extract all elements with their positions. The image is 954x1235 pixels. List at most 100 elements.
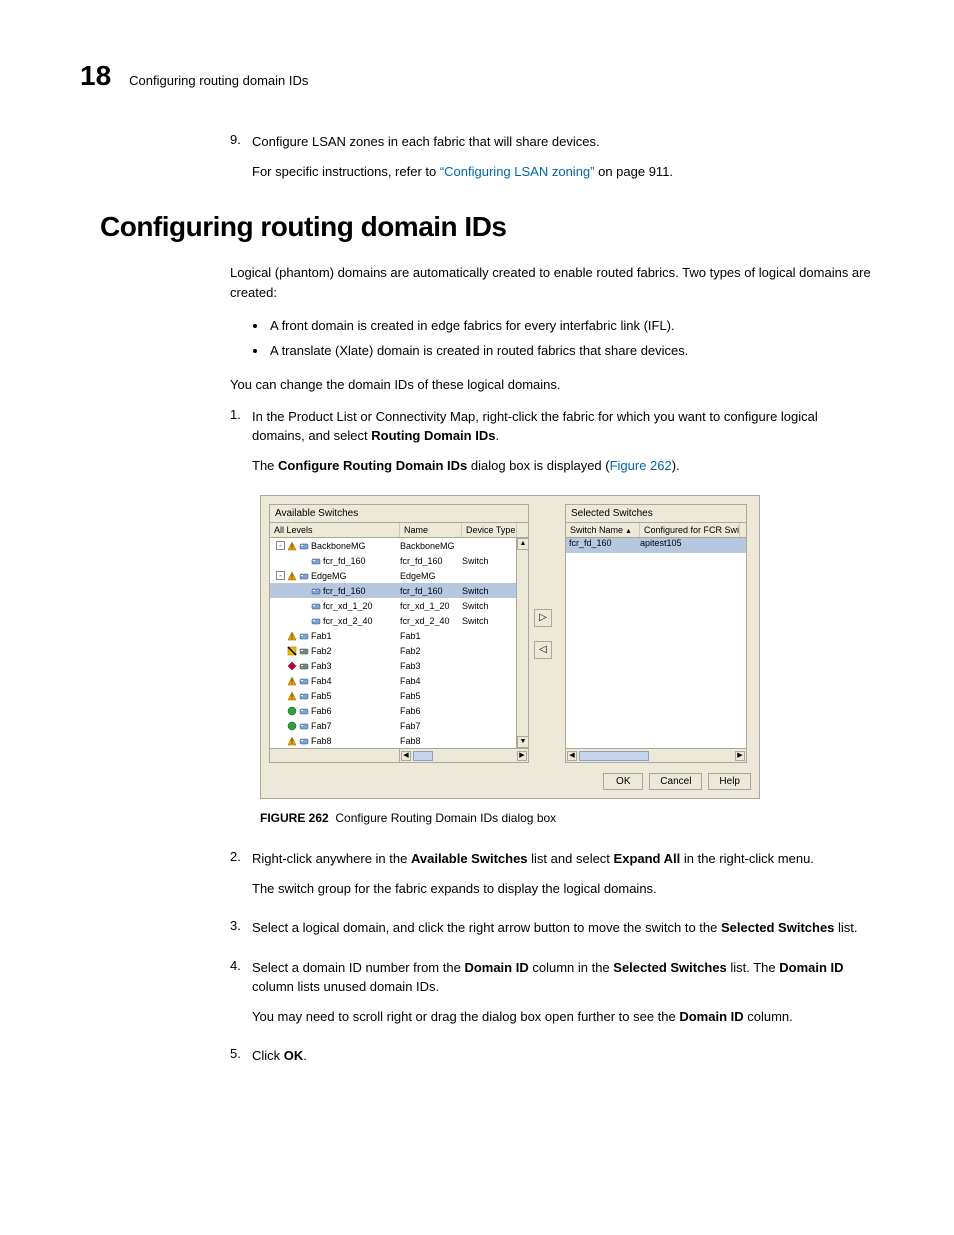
scroll-right-button[interactable]: ▶ <box>517 751 527 761</box>
step-num: 9. <box>230 132 252 152</box>
tree-row[interactable]: ! Fab1Fab1 <box>270 628 528 643</box>
help-button[interactable]: Help <box>708 773 751 790</box>
tree-label: Fab7 <box>311 721 332 731</box>
lsan-zoning-link[interactable]: “Configuring LSAN zoning” <box>440 164 595 179</box>
tree-row[interactable]: fcr_xd_2_40fcr_xd_2_40Switch <box>270 613 528 628</box>
tree-label: fcr_fd_160 <box>323 556 366 566</box>
type-cell: Switch <box>462 556 517 566</box>
move-left-button[interactable]: ◁ <box>534 641 552 659</box>
table-row[interactable]: fcr_fd_160apitest105 <box>566 538 746 553</box>
cancel-button[interactable]: Cancel <box>649 773 702 790</box>
tree-row[interactable]: ! Fab5Fab5 <box>270 688 528 703</box>
expand-toggle[interactable]: - <box>276 541 285 550</box>
name-cell: fcr_fd_160 <box>400 556 462 566</box>
name-cell: Fab2 <box>400 646 462 656</box>
col-head[interactable]: Name <box>400 523 462 537</box>
col-head[interactable]: All Levels <box>270 523 400 537</box>
dialog-buttons: OK Cancel Help <box>269 773 751 790</box>
figure-link[interactable]: Figure 262 <box>610 458 672 473</box>
svg-text:!: ! <box>291 574 293 581</box>
available-switches-pane: Available Switches All Levels Name Devic… <box>269 504 529 763</box>
expand-toggle[interactable]: - <box>276 571 285 580</box>
svg-text:!: ! <box>291 739 293 746</box>
tree-row[interactable]: -! BackboneMGBackboneMG <box>270 538 528 553</box>
text: For specific instructions, refer to <box>252 164 440 179</box>
text: list. The <box>727 960 780 975</box>
tree-body[interactable]: -! BackboneMGBackboneMG fcr_fd_160fcr_fd… <box>270 538 528 748</box>
scroll-right-button[interactable]: ▶ <box>735 751 745 761</box>
tree-label: Fab6 <box>311 706 332 716</box>
step-num: 3. <box>230 918 252 938</box>
text-bold: Selected Switches <box>613 960 726 975</box>
tree-row[interactable]: fcr_fd_160fcr_fd_160Switch <box>270 583 528 598</box>
tree-row[interactable]: fcr_fd_160fcr_fd_160Switch <box>270 553 528 568</box>
figure-caption: FIGURE 262 Configure Routing Domain IDs … <box>260 811 874 825</box>
text: Right-click anywhere in the <box>252 851 411 866</box>
text: on page 911. <box>594 164 673 179</box>
text-bold: Configure Routing Domain IDs <box>278 458 467 473</box>
col-head[interactable]: Switch Name▲ <box>566 523 640 537</box>
name-cell: Fab3 <box>400 661 462 671</box>
tree-label: BackboneMG <box>311 541 366 551</box>
vertical-scrollbar[interactable]: ▲ ▼ <box>516 538 528 748</box>
text-bold: Domain ID <box>779 960 843 975</box>
move-right-button[interactable]: ▷ <box>534 609 552 627</box>
tree-row[interactable]: -! EdgeMGEdgeMG <box>270 568 528 583</box>
scroll-left-button[interactable]: ◀ <box>401 751 411 761</box>
name-cell: Fab6 <box>400 706 462 716</box>
selected-switches-pane: Selected Switches Switch Name▲ Configure… <box>565 504 747 763</box>
scroll-left-button[interactable]: ◀ <box>567 751 577 761</box>
section-heading: Configuring routing domain IDs <box>100 211 874 243</box>
text: You may need to scroll right or drag the… <box>252 1009 679 1024</box>
horizontal-scrollbar[interactable]: ◀ ▶ <box>270 748 528 762</box>
tree-row[interactable]: Fab3 Fab3 <box>270 658 528 673</box>
svg-text:!: ! <box>291 679 293 686</box>
tree-row[interactable]: Fab2Fab2 <box>270 643 528 658</box>
tree-row[interactable]: Fab7Fab7 <box>270 718 528 733</box>
step-num: 2. <box>230 849 252 869</box>
col-head[interactable]: Configured for FCR Switch <box>640 523 740 537</box>
ok-button[interactable]: OK <box>603 773 643 790</box>
tree-row[interactable]: ! Fab8 Fab8 <box>270 733 528 748</box>
col-head[interactable]: Device Type <box>462 523 517 537</box>
name-cell: fcr_xd_1_20 <box>400 601 462 611</box>
tree-label: Fab4 <box>311 676 332 686</box>
scroll-thumb[interactable] <box>579 751 649 761</box>
selected-body[interactable]: fcr_fd_160apitest105 <box>566 538 746 748</box>
text: . <box>303 1048 307 1063</box>
name-cell: fcr_xd_2_40 <box>400 616 462 626</box>
text: column lists unused domain IDs. <box>252 979 439 994</box>
text: list and select <box>528 851 614 866</box>
scroll-up-button[interactable]: ▲ <box>517 538 528 550</box>
text: dialog box is displayed ( <box>467 458 609 473</box>
text: In the Product List or Connectivity Map,… <box>252 409 818 444</box>
text-bold: OK <box>284 1048 304 1063</box>
text: column in the <box>529 960 614 975</box>
column-headers: All Levels Name Device Type <box>270 523 528 538</box>
text-bold: Selected Switches <box>721 920 834 935</box>
pane-title: Selected Switches <box>566 505 746 523</box>
scroll-thumb[interactable] <box>413 751 433 761</box>
chevron-left-icon: ◁ <box>539 644 547 655</box>
text-bold: Routing Domain IDs <box>371 428 495 443</box>
tree-row[interactable]: Fab6 Fab6 <box>270 703 528 718</box>
tree-label: Fab3 <box>311 661 332 671</box>
pane-title: Available Switches <box>270 505 528 523</box>
paragraph: Logical (phantom) domains are automatica… <box>230 263 874 302</box>
tree-row[interactable]: fcr_xd_1_20fcr_xd_1_20Switch <box>270 598 528 613</box>
step-text: Right-click anywhere in the Available Sw… <box>252 849 874 869</box>
name-cell: Fab8 <box>400 736 462 746</box>
step-text: Select a logical domain, and click the r… <box>252 918 874 938</box>
horizontal-scrollbar[interactable]: ◀ ▶ <box>566 748 746 762</box>
tree-label: Fab8 <box>311 736 332 746</box>
step-num: 1. <box>230 407 252 446</box>
name-cell: EdgeMG <box>400 571 462 581</box>
column-headers: Switch Name▲ Configured for FCR Switch <box>566 523 746 538</box>
step-num: 5. <box>230 1046 252 1066</box>
tree-row[interactable]: ! Fab4Fab4 <box>270 673 528 688</box>
name-cell: BackboneMG <box>400 541 462 551</box>
bullet-item: A front domain is created in edge fabric… <box>268 314 874 339</box>
chevron-right-icon: ▷ <box>539 612 547 623</box>
step-5: 5. Click OK. <box>230 1046 874 1066</box>
scroll-down-button[interactable]: ▼ <box>517 736 528 748</box>
